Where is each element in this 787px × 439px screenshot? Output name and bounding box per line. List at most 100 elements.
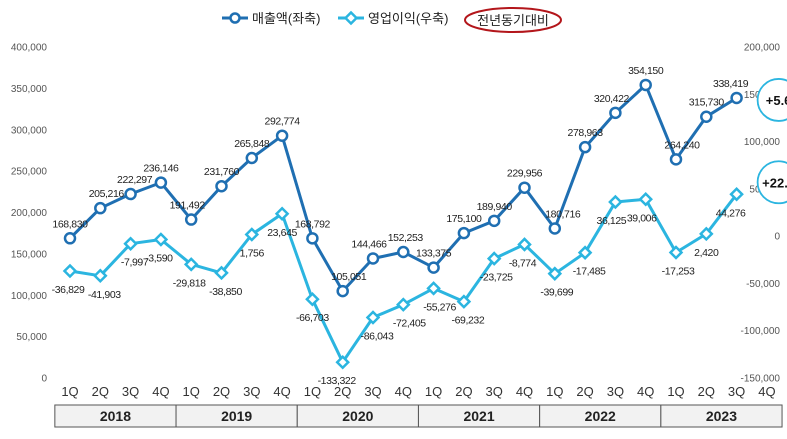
left-tick-label: 400,000	[11, 43, 48, 54]
sales-point	[730, 91, 743, 105]
profit-point	[608, 194, 623, 210]
quarter-label: 1Q	[183, 384, 200, 399]
sales-data-label: 278,963	[568, 127, 604, 139]
profit-point	[517, 237, 532, 252]
sales-data-label: 144,466	[351, 238, 387, 250]
profit-data-label: -41,903	[88, 289, 121, 301]
quarter-label: 1Q	[425, 384, 442, 399]
quarter-label: 2Q	[213, 384, 230, 399]
series-markers	[62, 78, 744, 370]
sales-point	[124, 187, 137, 201]
profit-data-label: -86,043	[361, 331, 394, 343]
profit-point	[123, 236, 138, 251]
x-axis: 1Q 2Q 3Q 4Q 1Q 2Q 3Q 4Q 1Q 2Q 3Q 4Q 1Q 2Q 3Q 4Q 1Q 2Q 3Q 4Q…	[54, 384, 783, 428]
profit-point	[577, 245, 593, 260]
profit-data-label: 44,276	[716, 207, 746, 219]
profit-point	[426, 281, 441, 296]
year-label: 2020	[342, 408, 373, 424]
quarter-label: 1Q	[546, 384, 563, 399]
legend: 매출액(좌축) 영업이익(우축) 전년동기대비	[222, 7, 562, 33]
sales-data-label: 152,253	[388, 232, 424, 244]
sales-point	[366, 252, 380, 265]
sales-point	[427, 261, 440, 274]
sales-data-label: 180,716	[545, 208, 581, 220]
quarter-label: 4Q	[637, 384, 654, 399]
sales-data-label: 354,150	[628, 65, 664, 77]
left-tick-label: 50,000	[16, 332, 47, 343]
profit-point	[365, 310, 381, 325]
sales-data-label: 133,375	[416, 248, 452, 260]
profit-point	[638, 191, 653, 207]
profit-data-label: -3,590	[145, 253, 173, 265]
quarter-label: 2Q	[334, 384, 351, 399]
sales-point	[336, 284, 349, 298]
quarter-label: 3Q	[243, 384, 260, 399]
sales-point	[94, 201, 107, 215]
profit-point	[335, 354, 350, 370]
quarter-label: 3Q	[486, 384, 503, 399]
sales-data-label: 264,240	[664, 139, 700, 151]
profit-data-label: -133,322	[318, 375, 357, 387]
profit-point	[396, 297, 411, 312]
right-tick-label: -150,000	[741, 374, 781, 385]
sales-data-label: 315,730	[689, 97, 725, 109]
sales-data-label: 189,940	[477, 201, 513, 213]
year-box	[660, 404, 783, 428]
profit-data-label: 39,006	[627, 212, 657, 224]
profit-data-label: -29,818	[173, 277, 206, 289]
profit-data-label: 36,125	[597, 215, 627, 227]
sales-data-label: 105,051	[331, 271, 367, 283]
profit-point	[244, 227, 260, 242]
left-tick-label: 300,000	[11, 125, 48, 136]
yoy-bubble	[756, 160, 787, 205]
profit-point	[274, 206, 290, 222]
quarter-label: 3Q	[364, 384, 381, 399]
profit-point	[214, 265, 229, 281]
profit-data-label: 2,420	[694, 247, 719, 259]
quarter-label: 4Q	[516, 384, 533, 399]
profit-point	[153, 232, 169, 247]
sales-point	[578, 140, 592, 154]
profit-data-label: -17,253	[662, 265, 695, 277]
profit-point	[93, 268, 108, 284]
year-label: 2019	[221, 408, 252, 424]
quarter-label: 3Q	[728, 384, 745, 399]
profit-data-label: -38,850	[209, 286, 242, 298]
profit-data-label: -7,997	[121, 257, 149, 269]
profit-data-label: -23,725	[480, 272, 513, 284]
sales-point	[639, 78, 652, 92]
quarter-label: 2Q	[698, 384, 715, 399]
right-tick-label: 0	[774, 232, 780, 243]
yoy-bubble-value: +22.6	[762, 175, 787, 190]
right-tick-label: -100,000	[741, 326, 781, 337]
quarter-label: 4Q	[152, 384, 169, 399]
sales-data-label: 292,774	[265, 116, 301, 128]
sales-point	[245, 151, 259, 165]
left-tick-label: 250,000	[11, 167, 48, 178]
sales-point	[669, 153, 683, 166]
sales-data-label: 168,792	[295, 218, 331, 230]
quarter-label: 2Q	[92, 384, 109, 399]
profit-data-label: -55,276	[423, 301, 456, 313]
profit-data-label: -69,232	[451, 315, 484, 327]
left-tick-label: 100,000	[11, 291, 48, 302]
profit-data-label: -36,829	[52, 284, 85, 296]
profit-data-label: -8,774	[509, 257, 537, 269]
profit-data-label: -66,703	[296, 312, 329, 324]
quarter-label: 4Q	[758, 384, 775, 399]
sales-data-label: 265,848	[234, 138, 270, 150]
sales-data-label: 229,956	[507, 168, 543, 180]
profit-point	[668, 245, 684, 260]
right-tick-label: 100,000	[744, 137, 781, 148]
quarter-label: 4Q	[273, 384, 290, 399]
yoy-bubble-value: +5.6	[766, 93, 787, 108]
sales-point	[609, 106, 622, 120]
right-tick-label: 200,000	[744, 43, 781, 54]
sales-point	[306, 232, 319, 245]
left-tick-label: 0	[41, 374, 47, 385]
sales-point	[457, 226, 471, 240]
year-label: 2022	[585, 408, 616, 424]
sales-point	[215, 179, 228, 193]
profit-data-label: -72,405	[393, 318, 426, 330]
